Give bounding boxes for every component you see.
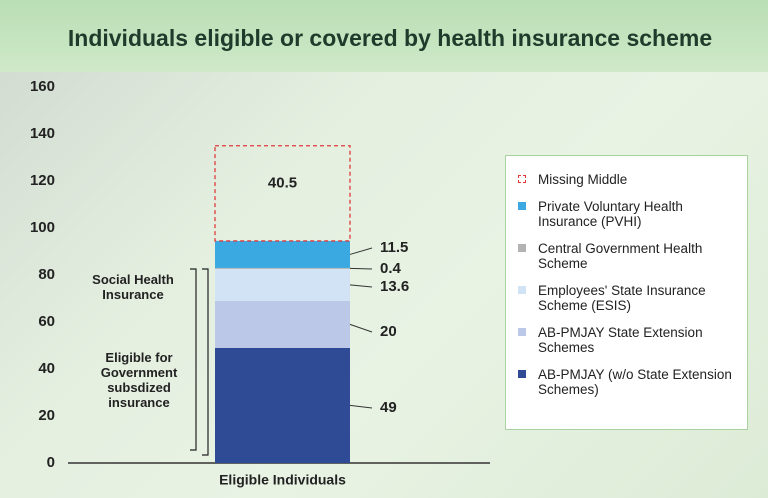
legend: Missing Middle Private Voluntary Health I… [505,155,748,430]
legend-label: AB-PMJAY State Extension Schemes [538,325,703,355]
legend-item: AB-PMJAY State Extension Schemes [518,325,737,355]
value-label: 49 [380,399,397,416]
legend-item: Private Voluntary Health Insurance (PVHI… [518,199,737,229]
bar-segment [215,267,350,269]
legend-marker [518,202,526,210]
y-tick-label: 160 [30,78,55,95]
legend-marker [518,370,526,378]
value-label: 11.5 [380,239,408,256]
bar-segment [215,347,350,463]
y-tick-label: 80 [38,266,55,283]
leader-line [349,267,373,270]
annotation: Social Health Insurance [92,272,174,302]
leader-line [349,284,373,288]
leader-line [349,404,373,409]
bar-segment [215,240,350,268]
y-tick-label: 100 [30,219,55,236]
legend-item: Missing Middle [518,172,737,187]
bar-segment [214,145,351,242]
bar-segment [215,268,350,301]
legend-label: Employees' State Insurance Scheme (ESIS) [538,283,706,313]
leader-line [349,323,373,333]
annotation: Eligible for Government subsdized insura… [100,350,178,410]
x-tick-label: Eligible Individuals [219,472,346,488]
legend-item: AB-PMJAY (w/o State Extension Schemes) [518,367,737,397]
y-tick-label: 20 [38,407,55,424]
value-label: 20 [380,323,397,340]
y-tick-label: 0 [47,454,55,471]
legend-marker [518,244,526,252]
legend-label: Missing Middle [538,172,628,187]
leader-line [349,247,373,255]
legend-marker [518,286,526,294]
chart-title: Individuals eligible or covered by healt… [68,25,712,51]
title-band [0,0,768,72]
bracket [202,268,209,456]
legend-marker [518,328,526,336]
bar-segment [215,300,350,348]
y-tick-label: 120 [30,172,55,189]
legend-item: Employees' State Insurance Scheme (ESIS) [518,283,737,313]
legend-label: Central Government Health Scheme [538,241,703,271]
value-label: 0.4 [380,260,402,277]
y-tick-label: 40 [38,360,55,377]
y-tick-label: 60 [38,313,55,330]
value-label: 40.5 [268,174,297,191]
legend-marker [518,175,526,183]
bracket [190,268,197,451]
value-label: 13.6 [380,278,409,295]
legend-item: Central Government Health Scheme [518,241,737,271]
y-tick-label: 140 [30,125,55,142]
legend-label: Private Voluntary Health Insurance (PVHI… [538,199,683,229]
legend-label: AB-PMJAY (w/o State Extension Schemes) [538,367,732,397]
